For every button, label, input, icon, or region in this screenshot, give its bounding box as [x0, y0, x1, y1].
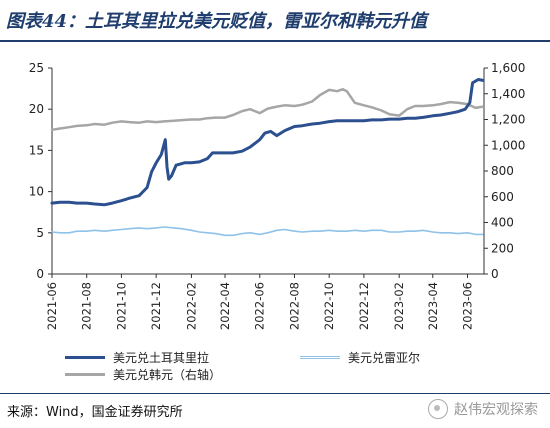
y-left-tick-label: 20: [29, 102, 44, 116]
x-tick-label: 2023-04: [426, 282, 440, 330]
y-right-tick-label: 1,600: [491, 61, 525, 75]
y-right-tick-label: 0: [491, 267, 499, 281]
legend-item-try: 美元兑土耳其里拉: [65, 349, 209, 366]
y-left-tick-label: 0: [36, 267, 44, 281]
source-note: 来源：Wind，国金证券研究所: [7, 405, 183, 420]
legend: 美元兑土耳其里拉 美元兑雷亚尔 美元兑韩元（右轴）: [0, 345, 550, 385]
y-left-tick-label: 25: [29, 61, 44, 75]
x-tick-label: 2021-10: [114, 282, 128, 330]
wechat-icon: [428, 399, 448, 419]
y-right-tick-label: 800: [491, 164, 514, 178]
x-tick-label: 2021-06: [45, 282, 59, 330]
y-right-tick-label: 400: [491, 216, 514, 230]
x-tick-label: 2021-08: [80, 282, 94, 330]
y-right-tick-label: 1,400: [491, 87, 525, 101]
legend-item-krw: 美元兑韩元（右轴）: [65, 366, 221, 383]
title-divider: [0, 40, 550, 42]
watermark: 赵伟宏观探索: [428, 399, 538, 419]
y-right-tick-label: 1,000: [491, 138, 525, 152]
legend-swatch-try: [65, 356, 105, 359]
legend-item-brl: 美元兑雷亚尔: [300, 349, 420, 366]
x-tick-label: 2022-02: [184, 282, 198, 330]
x-tick-label: 2022-04: [218, 282, 232, 330]
legend-label-try: 美元兑土耳其里拉: [113, 351, 210, 365]
y-right-tick-label: 600: [491, 190, 514, 204]
legend-label-brl: 美元兑雷亚尔: [348, 351, 421, 365]
chart-title: 图表44：土耳其里拉兑美元贬值，雷亚尔和韩元升值: [6, 11, 428, 32]
legend-swatch-brl: [300, 356, 340, 359]
x-tick-label: 2022-12: [357, 282, 371, 330]
source-divider: [0, 393, 550, 394]
legend-swatch-krw: [65, 373, 105, 376]
y-left-tick-label: 10: [29, 185, 44, 199]
x-tick-label: 2022-10: [322, 282, 336, 330]
watermark-text: 赵伟宏观探索: [454, 402, 538, 418]
y-right-tick-label: 1,200: [491, 113, 525, 127]
line-chart: 0 5 10 15 20 25 0 200 400 600 800 1,000 1,200 1,400 1,…: [29, 61, 526, 330]
x-tick-label: 2023-06: [460, 282, 474, 330]
x-tick-label: 2021-12: [149, 282, 163, 330]
legend-label-krw: 美元兑韩元（右轴）: [113, 368, 222, 382]
series-line-krw: [50, 87, 485, 132]
y-left-tick-label: 15: [29, 143, 44, 157]
series-line-try: [50, 78, 485, 207]
y-right-tick-label: 200: [491, 241, 514, 255]
x-tick-label: 2022-08: [287, 282, 301, 330]
y-left-tick-label: 5: [36, 226, 44, 240]
x-tick-label: 2022-06: [253, 282, 267, 330]
series-line-brl: [51, 226, 484, 237]
x-tick-label: 2023-02: [392, 282, 406, 330]
